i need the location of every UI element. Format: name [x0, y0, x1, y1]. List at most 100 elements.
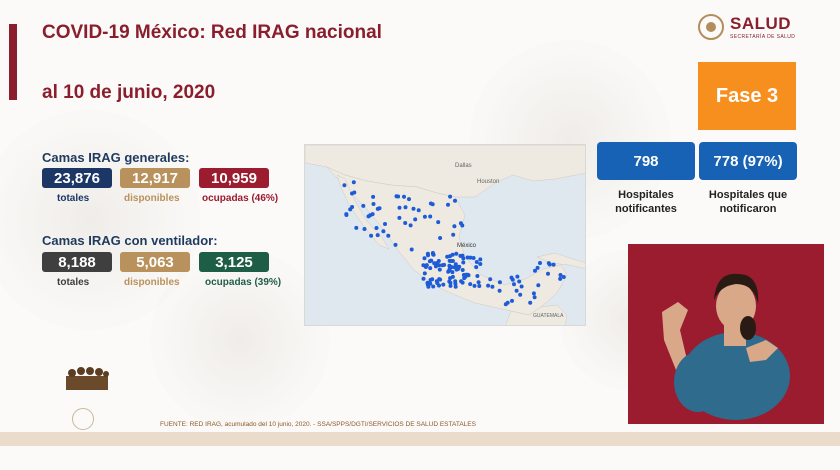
hospital-dot [448, 280, 453, 285]
hospital-dot [478, 262, 483, 266]
hospital-dot [354, 225, 359, 230]
generales-totales-value: 23,876 [42, 168, 112, 188]
hospital-dot [393, 242, 398, 247]
hospital-dot [428, 278, 433, 282]
hospital-dot [411, 206, 416, 211]
hospital-dot [342, 183, 347, 188]
page-title: COVID-19 México: Red IRAG nacional [42, 22, 382, 43]
hospital-dot [517, 279, 522, 284]
hospital-dot [403, 221, 408, 225]
hospital-dot [538, 261, 542, 265]
page-subtitle: al 10 de junio, 2020 [42, 82, 216, 103]
historic-crest-icon [66, 367, 109, 390]
interpreter-video [628, 244, 824, 424]
hospital-dot [551, 262, 556, 267]
generales-disponibles-label: disponibles [124, 193, 180, 204]
hospital-dot [460, 268, 465, 272]
map-svg: Dallas Houston México GUATEMALA [305, 145, 585, 325]
seal-icon [698, 14, 724, 40]
hospital-dot [490, 284, 495, 289]
footer-bar [0, 432, 840, 446]
hospital-dot [510, 277, 515, 282]
hospital-dot [440, 263, 445, 268]
hospital-dot [430, 251, 435, 255]
hospital-dot [375, 233, 380, 238]
hospital-dot [351, 180, 356, 185]
ventilador-disponibles-value: 5,063 [120, 252, 190, 272]
hospital-dot [451, 232, 456, 237]
camas-generales-heading: Camas IRAG generales: [42, 150, 190, 165]
generales-ocupadas-label: ocupadas (46%) [202, 193, 279, 204]
hospital-map: Dallas Houston México GUATEMALA [304, 144, 586, 326]
hospital-dot [519, 284, 524, 289]
hospital-dot [464, 272, 468, 277]
hospital-dot [421, 276, 426, 281]
hospital-dot [437, 283, 441, 288]
hospital-dot [471, 256, 476, 260]
hospital-dot [468, 255, 473, 260]
hospital-dot [518, 292, 523, 297]
hospital-dot [514, 288, 519, 293]
hospital-dot [472, 283, 477, 288]
hospital-dot [558, 276, 563, 281]
ventilador-ocupadas-value: 3,125 [199, 252, 269, 272]
hospital-dot [422, 256, 427, 261]
hospital-dot [371, 202, 376, 206]
ventilador-totales-label: totales [57, 277, 90, 288]
hospitales-notificaron-value: 778 (97%) [699, 142, 797, 180]
hospital-dot [478, 257, 483, 262]
hospital-dot [383, 222, 387, 226]
hospital-dot [512, 282, 516, 287]
ventilador-disponibles-label: disponibles [124, 277, 180, 288]
hospital-dot [503, 302, 508, 307]
hospital-dot [546, 271, 550, 276]
map-label-guatemala: GUATEMALA [533, 313, 564, 319]
hospital-dot [431, 284, 436, 289]
hospital-dot [477, 284, 482, 288]
hospital-dot [436, 220, 441, 225]
hospital-dot [461, 256, 466, 261]
hospital-dot [434, 279, 439, 284]
hospital-dot [474, 265, 479, 270]
hospital-dot [426, 284, 431, 289]
map-label-dallas: Dallas [455, 163, 472, 169]
hospital-dot [407, 197, 411, 202]
interpreter-figure [662, 273, 790, 420]
hospital-dot [456, 266, 461, 271]
hospital-dot [350, 205, 355, 209]
ventilador-ocupadas-label: ocupadas (39%) [205, 277, 282, 288]
hospital-dot [475, 274, 480, 278]
hospital-dot [448, 283, 453, 288]
hospital-dot [397, 215, 402, 220]
hospital-dot [532, 295, 537, 300]
hospital-dot [370, 212, 375, 217]
label-line: notificaron [719, 203, 777, 215]
hospital-dot [374, 226, 379, 230]
hospital-dot [458, 253, 463, 258]
ventilador-totales-value: 8,188 [42, 252, 112, 272]
hospitales-notificantes-label: Hospitales notificantes [597, 188, 695, 216]
hospital-dot [531, 291, 536, 296]
hospital-dot [386, 233, 391, 238]
hospital-dot [450, 252, 455, 257]
hospital-dot [528, 300, 533, 305]
hospital-dot [515, 274, 520, 279]
hospital-dot [465, 255, 470, 260]
hospital-dot [536, 283, 541, 288]
hospital-dot [461, 260, 466, 265]
hospital-dot [430, 202, 435, 207]
hospital-dot [449, 259, 454, 263]
hospitales-notificaron-label: Hospitales que notificaron [699, 188, 797, 216]
hospital-dot [369, 233, 374, 238]
logo-subtext: SECRETARÍA DE SALUD [730, 34, 796, 40]
hospital-dot [432, 261, 437, 266]
hospital-dot [533, 268, 537, 273]
hospital-dot [413, 217, 418, 222]
hospital-dot [397, 205, 402, 210]
hospital-dot [510, 298, 514, 303]
logo-text: SALUD [730, 14, 792, 33]
hospital-dot [409, 247, 414, 252]
hospital-dot [447, 263, 452, 268]
hospital-dot [453, 198, 457, 203]
hospital-dot [344, 212, 349, 217]
